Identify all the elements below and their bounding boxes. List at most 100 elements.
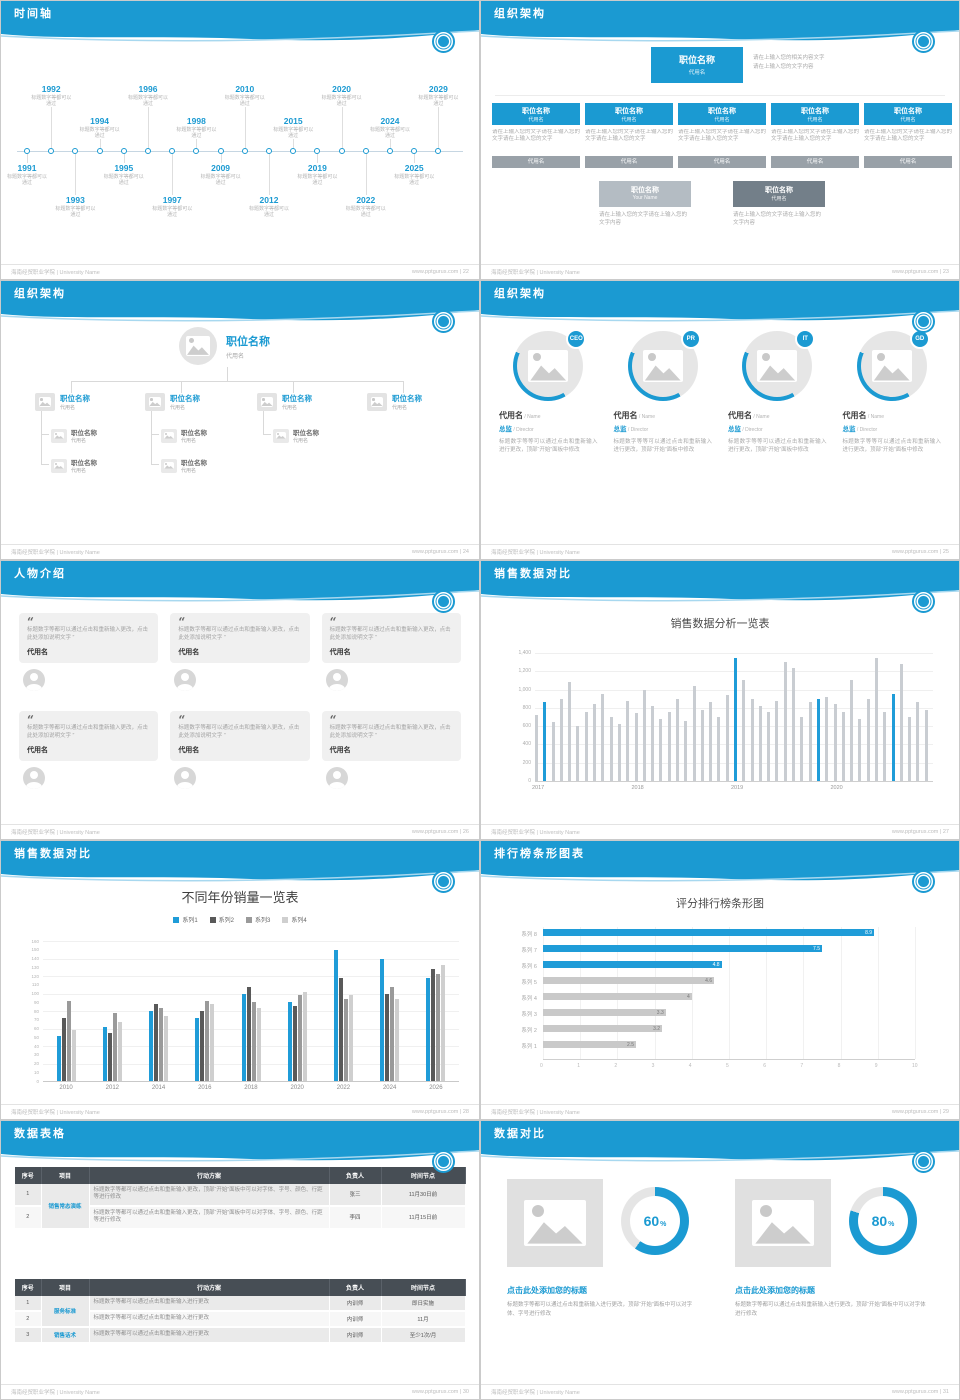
logo-ring bbox=[918, 36, 929, 47]
x-axis-line bbox=[43, 1081, 459, 1082]
org-position-title: 职位名称 bbox=[708, 108, 736, 115]
slide-header: 销售数据对比 bbox=[1, 841, 479, 867]
x-axis-label: 3 bbox=[651, 1063, 655, 1069]
slide-footer: 海南经贸职业学院 | University Name www.pptgurus.… bbox=[481, 544, 959, 559]
slide-footer: 海南经贸职业学院 | University Name www.pptgurus.… bbox=[481, 824, 959, 839]
timeline-year: 1995 bbox=[114, 163, 134, 173]
timeline-node bbox=[290, 148, 297, 154]
slide-27-sales-chart[interactable]: 销售数据对比 销售数据分析一览表 0 200 400 600 800 1,000 1,200… bbox=[481, 561, 959, 839]
school-logo-badge bbox=[432, 590, 455, 613]
footer-site: www.pptgurus.com | 27 bbox=[891, 829, 949, 835]
footer-school: 海南经贸职业学院 | University Name bbox=[491, 550, 580, 556]
x-axis-label: 2022 bbox=[336, 1085, 351, 1091]
connector-line bbox=[41, 464, 49, 465]
timeline-node bbox=[362, 148, 369, 154]
chart-legend: 系列1 系列2 系列3 系列4 bbox=[1, 915, 479, 924]
timeline-node bbox=[72, 148, 79, 154]
slide-31-data-compare[interactable]: 数据对比 60% 点击此处添加您的标题 标题数字等都可以通过点击和重新输入进行更改，… bbox=[481, 1121, 959, 1399]
table-cell: 标题数字等都可以通过点击和重新输入进行更改 bbox=[89, 1296, 330, 1312]
table-header-cell: 负责人 bbox=[329, 1167, 382, 1184]
logo-ring bbox=[438, 1156, 449, 1167]
slide-30-data-tables[interactable]: 数据表格 序号 项目 行动方案 负责人 时间节点 1 销售常态演练 标题数字等都可以通过点击和… bbox=[1, 1121, 479, 1399]
header-wave bbox=[481, 586, 959, 602]
image-placeholder-icon bbox=[260, 397, 274, 407]
timeline-caption: 标题数字等都可以通过 bbox=[249, 206, 290, 219]
legend-item: 系列1 bbox=[173, 915, 198, 924]
connector-line bbox=[71, 381, 72, 393]
connector-line bbox=[227, 367, 228, 381]
person-avatar-icon bbox=[23, 766, 45, 789]
y-axis-label: 60 bbox=[33, 1026, 39, 1031]
member-card: GD 代用名 / Name 总监 / Director 标题数字等等可以通过点击和重新… bbox=[835, 329, 950, 455]
slide-header: 排行榜条形图表 bbox=[481, 841, 959, 867]
slide-footer: 海南经贸职业学院 | University Name www.pptgurus.… bbox=[1, 1384, 479, 1399]
chart-bar bbox=[102, 1026, 107, 1081]
quote-card: “标题数字等都可以通过点击和重新输入更改，点击此处添加说明文字 ” 代用名 bbox=[19, 711, 159, 761]
slide-24-org-tree[interactable]: 组织架构 职位名称 代用名 职位名称 代用名 职位名称 代用名 职位名称 代用名 职位名称 代用名… bbox=[1, 281, 479, 559]
gridline bbox=[840, 927, 842, 1059]
page-number: 28 bbox=[462, 1109, 469, 1115]
footer-site: www.pptgurus.com | 29 bbox=[891, 1109, 949, 1115]
chart-bar bbox=[543, 1025, 663, 1032]
chart-bar bbox=[866, 698, 870, 781]
timeline-node bbox=[169, 148, 176, 154]
mountain-icon bbox=[527, 1222, 583, 1244]
slide-29-ranking-chart[interactable]: 排行榜条形图表 评分排行榜条形图 0 1 2 3 4 5 6 7 8 9 10 系列 8 8.9 系列 7… bbox=[481, 841, 959, 1119]
y-axis-label: 1,200 bbox=[518, 668, 531, 675]
member-description: 标题数字等等可以通过点击和重新输入进行更改，顶部“开始”面板中修改 bbox=[842, 439, 942, 454]
slide-25-team-members[interactable]: 组织架构 CEO 代用名 / Name 总监 / Director 标题数字等等可以通… bbox=[481, 281, 959, 559]
connector-line bbox=[181, 381, 182, 393]
table-cell: 3 bbox=[15, 1327, 42, 1344]
mountain-icon bbox=[149, 401, 161, 407]
y-axis-label: 140 bbox=[31, 956, 39, 961]
slide-header: 组织架构 bbox=[481, 1, 959, 27]
timeline-connector bbox=[341, 107, 343, 151]
table-row: 3 销售话术 标题数字等都可以通过点击和重新输入进行更改 内训师 至少1次/月 bbox=[15, 1327, 466, 1344]
mountain-icon bbox=[644, 365, 681, 381]
chart-bar bbox=[543, 1009, 666, 1016]
slide-header: 组织架构 bbox=[481, 281, 959, 307]
image-placeholder-box bbox=[161, 428, 177, 443]
table-row: 1 服务标准 标题数字等都可以通过点击和重新输入进行更改 内训师 即日实施 bbox=[15, 1296, 466, 1328]
member-name: 代用名 / Name bbox=[614, 410, 713, 421]
slide-26-people-intro[interactable]: 人物介绍 “标题数字等都可以通过点击和重新输入更改，点击此处添加说明文字 ” 代用… bbox=[1, 561, 479, 839]
footer-site: www.pptgurus.com | 25 bbox=[891, 549, 949, 555]
image-placeholder-icon bbox=[642, 349, 683, 383]
slide-28-sales-chart[interactable]: 销售数据对比 不同年份销量一览表 系列1 系列2 系列3 系列4 0 10 20 30 40 5… bbox=[1, 841, 479, 1119]
org-column-tag: 代用名 bbox=[585, 156, 673, 168]
slide-title: 排行榜条形图表 bbox=[494, 848, 585, 860]
slide-23-org-chart[interactable]: 组织架构 职位名称 代用名 请在上输入您的相关内容文字 请在上输入您的文字内容 职位名称… bbox=[481, 1, 959, 279]
slide-title: 组织架构 bbox=[14, 288, 66, 300]
org-child: 职位名称 代用名 bbox=[161, 457, 207, 474]
member-description: 标题数字等等可以通过点击和重新输入进行更改，顶部“开始”面板中修改 bbox=[728, 439, 827, 454]
value-label: 4.8 bbox=[712, 962, 720, 968]
timeline-item: 1993 标题数字等都可以通过 bbox=[55, 195, 95, 219]
timeline-item: 2020 标题数字等都可以通过 bbox=[322, 84, 362, 108]
timeline-caption: 标题数字等都可以通过 bbox=[224, 94, 265, 107]
y-axis-label: 50 bbox=[33, 1034, 39, 1040]
chart-bar bbox=[775, 700, 779, 781]
table-cell: 11月 bbox=[381, 1311, 466, 1328]
person-card: “标题数字等都可以通过点击和重新输入更改，点击此处添加说明文字 ” 代用名 bbox=[13, 707, 164, 805]
timeline-year: 2009 bbox=[211, 163, 231, 173]
chart-bar bbox=[543, 945, 822, 952]
member-role: 总监 / Director bbox=[499, 423, 598, 433]
timeline-caption: 标题数字等都可以通过 bbox=[7, 174, 48, 187]
table-header-cell: 行动方案 bbox=[89, 1279, 330, 1296]
sun-icon bbox=[533, 353, 542, 362]
slide-header: 数据对比 bbox=[481, 1121, 959, 1147]
school-logo-badge bbox=[912, 30, 935, 53]
timeline-node bbox=[241, 148, 248, 154]
org-branch-subtitle: 代用名 bbox=[392, 405, 408, 411]
timeline-item: 2009 标题数字等都可以通过 bbox=[201, 163, 241, 187]
y-axis-label: 800 bbox=[522, 704, 531, 711]
gridline bbox=[43, 1028, 459, 1030]
slide-footer: 海南经贸职业学院 | University Name www.pptgurus.… bbox=[1, 824, 479, 839]
image-placeholder-box bbox=[735, 1179, 831, 1267]
chart-bar bbox=[159, 1007, 164, 1081]
timeline-connector bbox=[196, 139, 198, 151]
timeline-connector bbox=[414, 151, 416, 163]
person-avatar-icon bbox=[174, 766, 197, 789]
slide-22-timeline[interactable]: 时间轴 1991 标题数字等都可以通过 1992 标题数字等都可以通过 1993 标题数字… bbox=[1, 1, 479, 279]
slide-header: 数据表格 bbox=[1, 1121, 479, 1147]
